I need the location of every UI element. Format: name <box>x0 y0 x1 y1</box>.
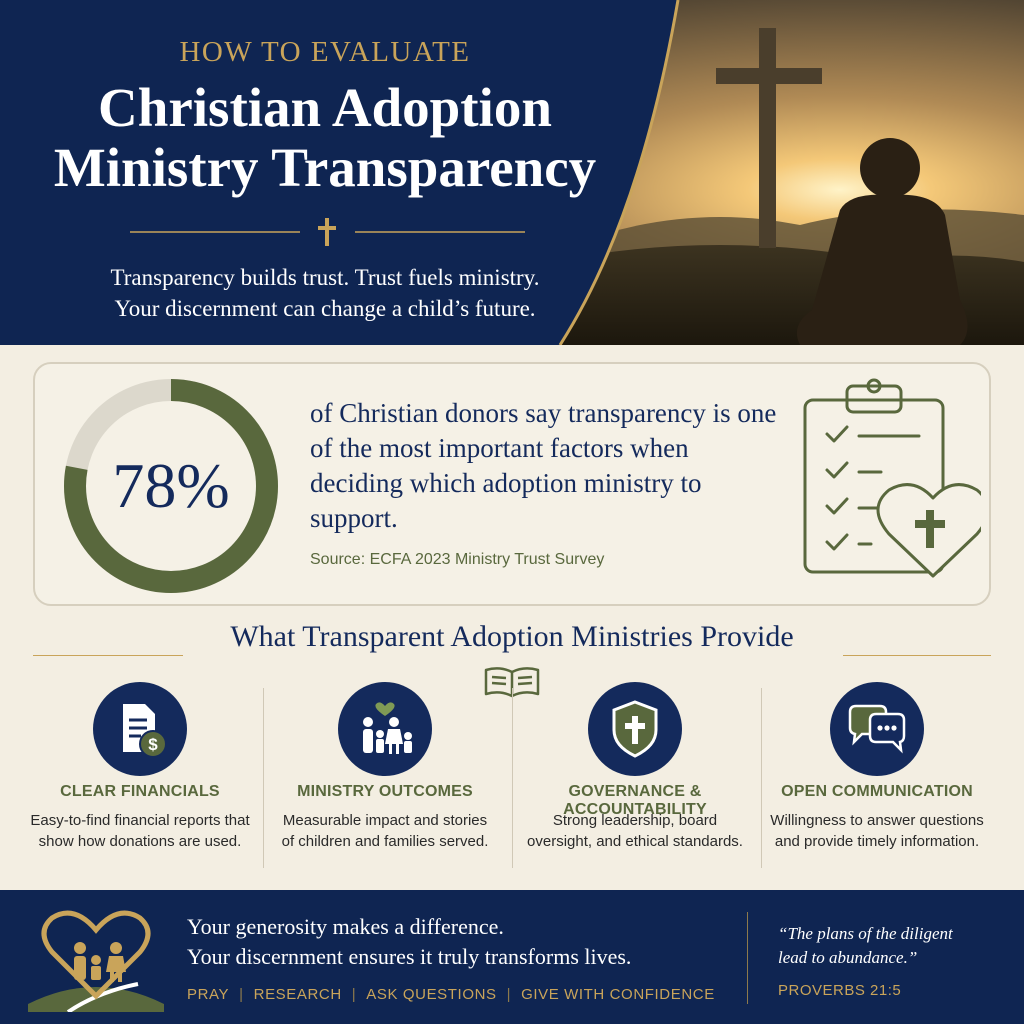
family-icon <box>363 702 412 754</box>
stat-value: 78% <box>112 450 230 521</box>
feature-description: Easy-to-find financial reports that show… <box>30 812 250 850</box>
tagline-line-2: Your discernment can change a child’s fu… <box>114 296 536 321</box>
financial-document-icon: $ <box>123 704 167 758</box>
feature-title: OPEN COMMUNICATION <box>781 783 973 800</box>
section-rule-left <box>33 655 183 656</box>
feature-title: MINISTRY OUTCOMES <box>297 783 473 800</box>
action-research: RESEARCH <box>253 986 342 1003</box>
footer-divider <box>747 912 748 1004</box>
stat-source: Source: ECFA 2023 Ministry Trust Survey <box>310 551 605 568</box>
action-give-with-confidence: GIVE WITH CONFIDENCE <box>521 986 715 1003</box>
footer-banner: Your generosity makes a difference. Your… <box>0 890 1024 1024</box>
header-text-group: HOW TO EVALUATE Christian Adoption Minis… <box>0 0 650 345</box>
action-ask-questions: ASK QUESTIONS <box>366 986 497 1003</box>
feature-description: Measurable impact and stories of childre… <box>281 812 489 850</box>
feature-separator <box>263 688 264 868</box>
section-rule-right <box>843 655 991 656</box>
stat-description: of Christian donors say transparency is … <box>310 398 777 533</box>
section-title: What Transparent Adoption Ministries Pro… <box>230 620 794 653</box>
quote-line-2: lead to abundance.” <box>778 948 918 967</box>
donut-chart <box>64 379 278 593</box>
chat-bubbles-icon <box>848 704 906 754</box>
navy-panel <box>0 0 680 345</box>
cross-divider-icon <box>130 218 525 246</box>
action-separator: | <box>351 986 357 1003</box>
scripture-reference: PROVERBS 21:5 <box>778 982 902 999</box>
title-line-2: Ministry Transparency <box>53 137 597 198</box>
tagline: Transparency builds trust. Trust fuels m… <box>0 262 650 324</box>
footer-message-line-1: Your generosity makes a difference. <box>187 914 504 939</box>
kicker-text: HOW TO EVALUATE <box>179 36 471 68</box>
action-pray: PRAY <box>187 986 230 1003</box>
feature-description: Willingness to answer questions and prov… <box>770 812 984 850</box>
footer-action-list: PRAY | RESEARCH | ASK QUESTIONS | GIVE WITH CO… <box>187 986 747 1003</box>
tagline-line-1: Transparency builds trust. Trust fuels m… <box>110 265 540 290</box>
feature-icon-circle <box>830 682 924 776</box>
clipboard-checklist-heart-icon <box>803 378 981 578</box>
footer-message: Your generosity makes a difference. Your… <box>187 912 727 972</box>
stat-card: 78% of Christian donors say transparency… <box>33 362 991 606</box>
feature-separator <box>761 688 762 868</box>
shield-cross-icon <box>612 700 658 758</box>
heart-family-logo <box>28 910 164 1012</box>
footer-message-line-2: Your discernment ensures it truly transf… <box>187 944 632 969</box>
action-separator: | <box>239 986 244 1003</box>
feature-separator <box>512 688 513 868</box>
title-line-1: Christian Adoption <box>98 77 552 138</box>
quote-line-1: “The plans of the diligent <box>778 924 953 943</box>
hero-banner: HOW TO EVALUATE Christian Adoption Minis… <box>0 0 1024 345</box>
feature-icon-circle: $ <box>93 682 187 776</box>
feature-icon-circle <box>588 682 682 776</box>
donut-fill <box>64 379 278 593</box>
feature-description: Strong leadership, board oversight, and … <box>527 812 743 850</box>
page-title: Christian Adoption Ministry Transparency <box>0 78 650 198</box>
feature-title: CLEAR FINANCIALS <box>60 783 220 800</box>
feature-icon-circle <box>338 682 432 776</box>
feature-title: GOVERNANCE & ACCOUNTABILITY <box>563 783 707 818</box>
svg-text:$: $ <box>148 735 158 754</box>
action-separator: | <box>506 986 512 1003</box>
scripture-quote: “The plans of the diligent lead to abund… <box>778 922 998 970</box>
